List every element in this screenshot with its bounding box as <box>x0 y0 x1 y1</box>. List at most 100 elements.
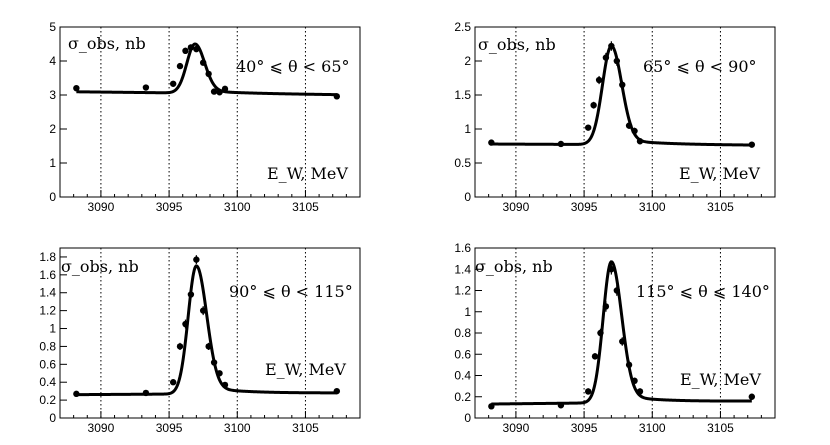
angle-range-annotation: 40° ⩽ θ < 65° <box>236 57 350 76</box>
y-axis-ticks: 0 1 2 3 4 5 <box>49 20 67 204</box>
data-points <box>488 263 756 410</box>
data-point <box>333 387 341 395</box>
y-tick-label: 2 <box>464 54 471 68</box>
data-point <box>221 381 229 389</box>
x-tick-label: 3090 <box>88 200 115 214</box>
panel-theta-90-115: 3090 3095 3100 3105 0 0.2 0.4 0.6 0.8 1 1.2 1.4 1.6… <box>39 247 361 435</box>
data-point <box>216 89 223 96</box>
data-point <box>216 370 223 377</box>
data-point <box>488 139 495 146</box>
y-tick-label: 1.4 <box>39 286 56 300</box>
data-point <box>142 84 150 91</box>
data-point <box>613 57 621 65</box>
data-point <box>176 343 184 350</box>
fit-curve <box>491 260 752 406</box>
data-point <box>333 93 341 100</box>
data-point <box>73 390 80 398</box>
data-point <box>591 353 599 360</box>
y-tick-label: 0.5 <box>454 156 471 170</box>
data-point <box>636 138 644 145</box>
grid-lines <box>515 248 721 418</box>
data-point <box>488 403 495 410</box>
y-axis-label: σ_obs, nb <box>478 35 556 54</box>
data-point <box>631 127 638 135</box>
y-tick-label: 1.6 <box>39 268 56 282</box>
y-tick-label: 0.8 <box>454 326 471 340</box>
x-tick-label: 3105 <box>707 200 734 214</box>
x-tick-label: 3100 <box>639 200 666 214</box>
y-axis-ticks: 0 0.2 0.4 0.6 0.8 1 1.2 1.4 1.6 <box>454 241 482 425</box>
data-point <box>182 47 189 54</box>
data-point <box>187 44 195 51</box>
data-point <box>169 379 177 386</box>
data-point <box>210 359 218 366</box>
y-tick-label: 0.8 <box>39 339 56 353</box>
y-tick-label: 2.5 <box>454 20 471 34</box>
y-tick-label: 1.2 <box>39 304 56 318</box>
y-tick-label: 1.2 <box>454 284 471 298</box>
data-point <box>193 45 200 53</box>
data-point <box>595 76 603 84</box>
x-axis-ticks: 3090 3095 3100 3105 <box>474 190 776 214</box>
y-tick-label: 0.4 <box>454 369 471 383</box>
x-tick-label: 3095 <box>571 421 598 435</box>
y-tick-label: 0.6 <box>454 347 471 361</box>
y-tick-label: 2 <box>49 122 56 136</box>
data-point <box>748 141 756 148</box>
data-point <box>199 59 207 66</box>
data-point <box>199 307 207 314</box>
y-tick-label: 0.2 <box>39 393 56 407</box>
data-point <box>597 329 604 337</box>
x-tick-label: 3105 <box>292 200 319 214</box>
y-tick-label: 1 <box>464 122 471 136</box>
fit-curve <box>76 264 337 397</box>
data-point <box>210 88 218 95</box>
x-axis-ticks: 3090 3095 3100 3105 <box>474 411 776 435</box>
data-point <box>584 388 592 395</box>
data-point <box>590 102 597 109</box>
data-point <box>205 343 212 350</box>
x-tick-label: 3095 <box>156 421 183 435</box>
y-tick-label: 1 <box>49 322 56 336</box>
data-point <box>619 338 626 345</box>
data-point <box>176 62 184 70</box>
y-tick-label: 4 <box>49 54 56 68</box>
data-point <box>584 124 592 131</box>
panel-theta-65-90: 3090 3095 3100 3105 00.511.522.5 σ_obs, nb … <box>454 20 776 214</box>
y-tick-label: 1.6 <box>454 241 471 255</box>
x-tick-label: 3090 <box>503 421 530 435</box>
y-tick-label: 1.8 <box>39 250 56 264</box>
angle-range-annotation: 90° ⩽ θ < 115° <box>229 282 353 301</box>
fit-curve-group <box>76 42 337 97</box>
angle-range-annotation: 65° ⩽ θ < 90° <box>643 57 757 76</box>
grid-lines <box>515 27 721 197</box>
y-axis-ticks: 0 0.5 1 1.5 2 2.5 <box>454 20 482 204</box>
x-axis-label: E_W, MeV <box>267 164 348 183</box>
data-point <box>205 70 212 78</box>
x-tick-label: 3100 <box>224 200 251 214</box>
data-points <box>488 41 756 148</box>
data-point <box>625 361 633 369</box>
x-axis-label: E_W, MeV <box>679 164 760 183</box>
fit-curve <box>76 42 337 97</box>
data-point <box>602 303 610 310</box>
data-point <box>169 80 177 87</box>
y-tick-label: 0.6 <box>39 357 56 371</box>
data-point <box>187 291 195 298</box>
y-axis-ticks: 0 0.2 0.4 0.6 0.8 1 1.2 1.4 1.6 1.8 <box>39 250 67 425</box>
x-tick-label: 3105 <box>707 421 734 435</box>
y-tick-label: 0 <box>464 190 471 204</box>
x-axis-label: E_W, MeV <box>265 360 346 379</box>
data-point <box>748 393 756 400</box>
x-tick-label: 3090 <box>88 421 115 435</box>
y-axis-label: σ_obs, nb <box>61 257 139 276</box>
panel-theta-115-140: 3090 3095 3100 3105 0 0.2 0.4 0.6 0.8 1 1.2 1.4 1.6… <box>454 241 776 435</box>
y-tick-label: 1 <box>464 305 471 319</box>
data-point <box>619 81 626 89</box>
y-tick-label: 0 <box>49 411 56 425</box>
data-point <box>182 320 189 328</box>
data-point <box>631 377 638 385</box>
y-tick-label: 0 <box>464 411 471 425</box>
data-point <box>636 388 644 395</box>
